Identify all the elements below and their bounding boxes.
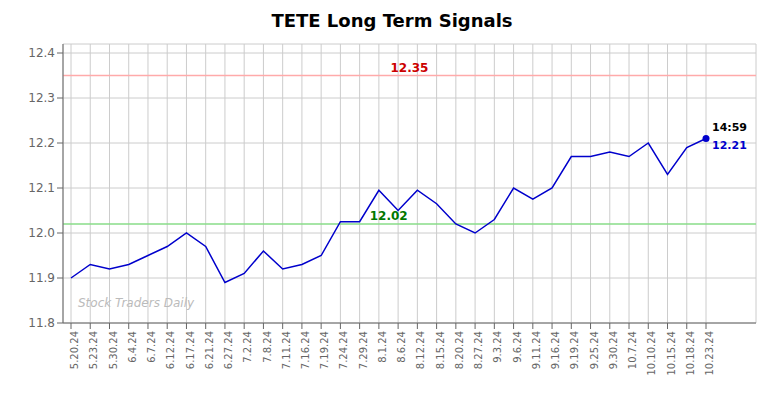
svg-text:6.7.24: 6.7.24 bbox=[146, 331, 157, 363]
html-text:TETE Long Term Signals: TETE Long Term Signals bbox=[271, 10, 513, 31]
svg-text:6.17.24: 6.17.24 bbox=[185, 331, 196, 369]
svg-text:6.21.24: 6.21.24 bbox=[204, 331, 215, 369]
svg-text:7.19.24: 7.19.24 bbox=[319, 331, 330, 369]
svg-text:12.0: 12.0 bbox=[28, 226, 55, 240]
svg-text:6.12.24: 6.12.24 bbox=[165, 331, 176, 369]
svg-text:8.27.24: 8.27.24 bbox=[473, 331, 484, 369]
svg-text:12.02: 12.02 bbox=[370, 209, 408, 223]
svg-text:9.30.24: 9.30.24 bbox=[608, 331, 619, 369]
svg-text:12.1: 12.1 bbox=[28, 181, 55, 195]
svg-text:8.12.24: 8.12.24 bbox=[415, 331, 426, 369]
svg-text:9.25.24: 9.25.24 bbox=[589, 331, 600, 369]
svg-text:5.30.24: 5.30.24 bbox=[108, 331, 119, 369]
svg-text:9.11.24: 9.11.24 bbox=[531, 331, 542, 369]
svg-text:7.11.24: 7.11.24 bbox=[281, 331, 292, 369]
svg-text:12.4: 12.4 bbox=[28, 46, 55, 60]
svg-text:11.9: 11.9 bbox=[28, 271, 55, 285]
svg-text:10.23.24: 10.23.24 bbox=[704, 331, 715, 376]
html-text:Stock Traders Daily: Stock Traders Daily bbox=[78, 296, 195, 310]
svg-text:7.8.24: 7.8.24 bbox=[262, 331, 273, 363]
svg-text:9.3.24: 9.3.24 bbox=[492, 331, 503, 363]
svg-text:12.35: 12.35 bbox=[391, 61, 429, 75]
svg-text:9.6.24: 9.6.24 bbox=[512, 331, 523, 363]
svg-text:9.19.24: 9.19.24 bbox=[569, 331, 580, 369]
svg-text:10.15.24: 10.15.24 bbox=[666, 331, 677, 376]
svg-text:7.2.24: 7.2.24 bbox=[242, 331, 253, 363]
svg-text:8.20.24: 8.20.24 bbox=[454, 331, 465, 369]
svg-text:5.23.24: 5.23.24 bbox=[88, 331, 99, 369]
svg-text:7.29.24: 7.29.24 bbox=[358, 331, 369, 369]
svg-text:10.7.24: 10.7.24 bbox=[627, 331, 638, 369]
svg-text:8.15.24: 8.15.24 bbox=[435, 331, 446, 369]
svg-text:6.27.24: 6.27.24 bbox=[223, 331, 234, 369]
svg-text:12.21: 12.21 bbox=[712, 139, 747, 152]
svg-text:7.16.24: 7.16.24 bbox=[300, 331, 311, 369]
svg-text:6.4.24: 6.4.24 bbox=[127, 331, 138, 363]
svg-text:5.20.24: 5.20.24 bbox=[69, 331, 80, 369]
svg-text:14:59: 14:59 bbox=[712, 121, 747, 134]
svg-text:7.24.24: 7.24.24 bbox=[338, 331, 349, 369]
svg-text:8.6.24: 8.6.24 bbox=[396, 331, 407, 363]
svg-text:12.2: 12.2 bbox=[28, 136, 55, 150]
svg-text:12.3: 12.3 bbox=[28, 91, 55, 105]
svg-text:8.1.24: 8.1.24 bbox=[377, 331, 388, 363]
svg-text:10.18.24: 10.18.24 bbox=[685, 331, 696, 376]
svg-text:10.10.24: 10.10.24 bbox=[646, 331, 657, 376]
svg-text:9.16.24: 9.16.24 bbox=[550, 331, 561, 369]
svg-text:11.8: 11.8 bbox=[28, 316, 55, 330]
